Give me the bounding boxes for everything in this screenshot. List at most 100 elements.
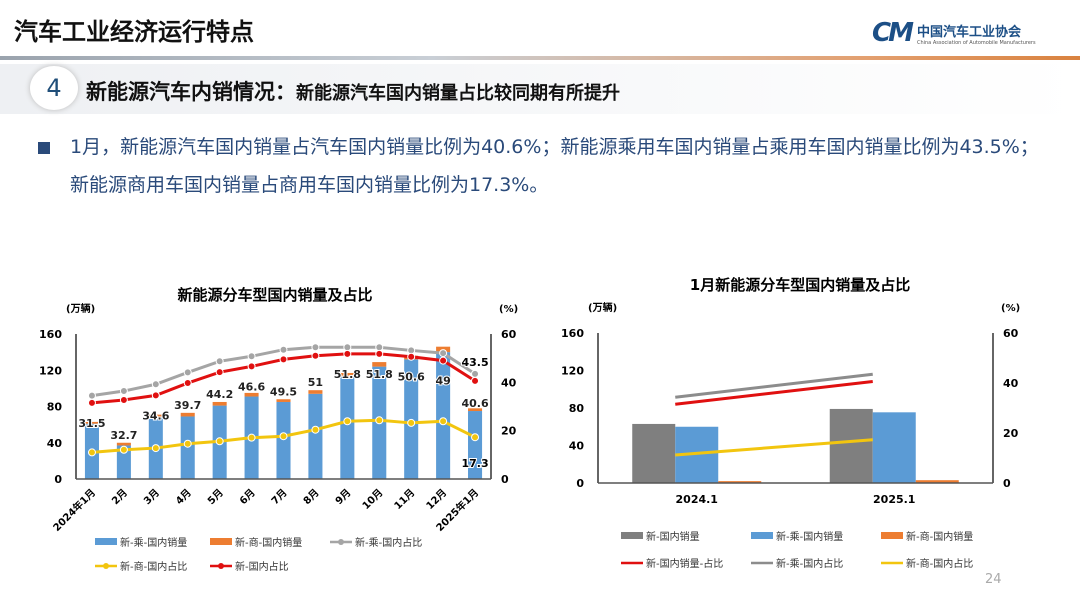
- legend-marker: [103, 563, 109, 569]
- x-tick-label: 4月: [173, 487, 193, 507]
- cm-logo-icon: CM: [872, 18, 914, 48]
- bar-新-商-国内销量: [276, 399, 291, 402]
- point-新-商-国内占比: [279, 432, 288, 441]
- bar-新-国内销量: [632, 423, 676, 483]
- line-新-乘-国内占比: [675, 372, 873, 399]
- data-label: 51: [308, 376, 323, 389]
- legend-swatch: [881, 532, 903, 539]
- data-label: 50.6: [398, 371, 425, 384]
- bar-新-乘-国内销量: [872, 412, 916, 483]
- legend-label: 新-商-国内销量: [906, 530, 973, 543]
- point-新-国内占比: [471, 376, 480, 385]
- bar-新-商-国内销量: [308, 390, 323, 394]
- section-subtitle: 新能源汽车国内销量占比较同期有所提升: [296, 83, 620, 104]
- x-tick-label: 2025.1: [873, 493, 915, 506]
- point-新-乘-国内占比: [279, 345, 288, 354]
- y2-tick-label: 60: [1003, 327, 1019, 340]
- bullet-square-icon: [38, 142, 50, 154]
- y2-axis-unit: (%): [499, 304, 518, 315]
- point-新-商-国内占比: [151, 444, 160, 453]
- legend-marker: [338, 539, 344, 545]
- bullet-text: 1月，新能源汽车国内销量占汽车国内销量比例为40.6%；新能源乘用车国内销量占乘…: [70, 136, 1039, 196]
- point-新-国内占比: [247, 362, 256, 371]
- point-新-乘-国内占比: [471, 369, 480, 378]
- point-新-乘-国内占比: [247, 352, 256, 361]
- bar-新-商-国内销量: [718, 481, 762, 483]
- point-新-商-国内占比: [87, 448, 96, 457]
- page-title: 汽车工业经济运行特点: [14, 18, 254, 46]
- point-新-乘-国内占比: [87, 391, 96, 400]
- point-新-乘-国内占比: [215, 357, 224, 366]
- x-tick-label: 6月: [237, 487, 257, 507]
- bar-新-乘-国内销量: [468, 411, 483, 479]
- legend-label: 新-国内销量: [646, 530, 700, 543]
- point-新-国内占比: [279, 355, 288, 364]
- point-新-国内占比: [87, 398, 96, 407]
- point-新-乘-国内占比: [151, 380, 160, 389]
- logo-en: China Association of Automobile Manufact…: [916, 39, 1036, 46]
- chart-title: 1月新能源分车型国内销量及占比: [690, 276, 910, 294]
- point-新-乘-国内占比: [375, 343, 384, 352]
- header-divider: [0, 56, 1080, 60]
- y-tick-label: 0: [576, 477, 584, 490]
- legend-swatch: [210, 538, 232, 545]
- section-number: 4: [30, 66, 78, 110]
- point-新-商-国内占比: [215, 437, 224, 446]
- point-新-国内占比: [119, 395, 128, 404]
- point-新-国内占比: [183, 379, 192, 388]
- y-tick-label: 120: [39, 364, 62, 377]
- y2-tick-label: 20: [501, 425, 517, 438]
- point-新-乘-国内占比: [311, 343, 320, 352]
- point-新-商-国内占比: [407, 418, 416, 427]
- point-新-国内占比: [439, 356, 448, 365]
- bar-新-商-国内销量: [212, 401, 227, 406]
- data-label: 17.3: [461, 457, 488, 470]
- x-tick-label: 2024年1月: [50, 486, 98, 534]
- point-新-国内占比: [151, 391, 160, 400]
- legend-swatch: [621, 532, 643, 539]
- y-axis-unit: (万辆): [66, 302, 95, 315]
- y-tick-label: 120: [561, 365, 584, 378]
- section-title: 新能源汽车内销情况：: [86, 80, 296, 104]
- y2-tick-label: 40: [501, 376, 517, 389]
- y-tick-label: 80: [569, 402, 585, 415]
- legend-marker: [218, 563, 224, 569]
- bar-新-乘-国内销量: [308, 393, 323, 479]
- y-axis-unit: (万辆): [588, 301, 617, 314]
- point-新-商-国内占比: [343, 417, 352, 426]
- y2-tick-label: 60: [501, 328, 517, 341]
- section-heading: 新能源汽车内销情况：新能源汽车国内销量占比较同期有所提升: [86, 76, 620, 106]
- data-label: 34.6: [142, 409, 169, 422]
- point-新-国内占比: [215, 368, 224, 377]
- point-新-国内占比: [311, 351, 320, 360]
- x-tick-label: 8月: [301, 487, 321, 507]
- y-tick-label: 80: [47, 401, 63, 414]
- legend-swatch: [95, 538, 117, 545]
- y2-tick-label: 20: [1003, 427, 1019, 440]
- data-label: 51.8: [334, 368, 361, 381]
- line-新-商-国内占比: [675, 438, 873, 457]
- bar-新-乘-国内销量: [276, 401, 291, 479]
- point-新-商-国内占比: [311, 425, 320, 434]
- bar-新-商-国内销量: [340, 372, 355, 377]
- point-新-商-国内占比: [375, 416, 384, 425]
- x-tick-label: 5月: [205, 487, 225, 507]
- bar-新-商-国内销量: [372, 362, 387, 367]
- legend-label: 新-乘-国内销量: [776, 530, 843, 543]
- bar-新-商-国内销量: [244, 392, 259, 397]
- data-label: 51.8: [366, 368, 393, 381]
- bar-新-乘-国内销量: [436, 352, 451, 479]
- bar-新-商-国内销量: [148, 414, 163, 418]
- data-label: 31.5: [78, 417, 105, 430]
- point-新-商-国内占比: [247, 433, 256, 442]
- x-tick-label: 11月: [392, 487, 417, 512]
- legend-label: 新-乘-国内占比: [776, 557, 843, 570]
- y2-tick-label: 0: [501, 473, 509, 486]
- y-tick-label: 0: [54, 473, 62, 486]
- y-tick-label: 160: [561, 327, 584, 340]
- point-新-乘-国内占比: [183, 368, 192, 377]
- line-新-国内销量-占比: [675, 380, 873, 406]
- bar-新-商-国内销量: [84, 421, 99, 424]
- point-新-乘-国内占比: [439, 349, 448, 358]
- legend-swatch: [751, 532, 773, 539]
